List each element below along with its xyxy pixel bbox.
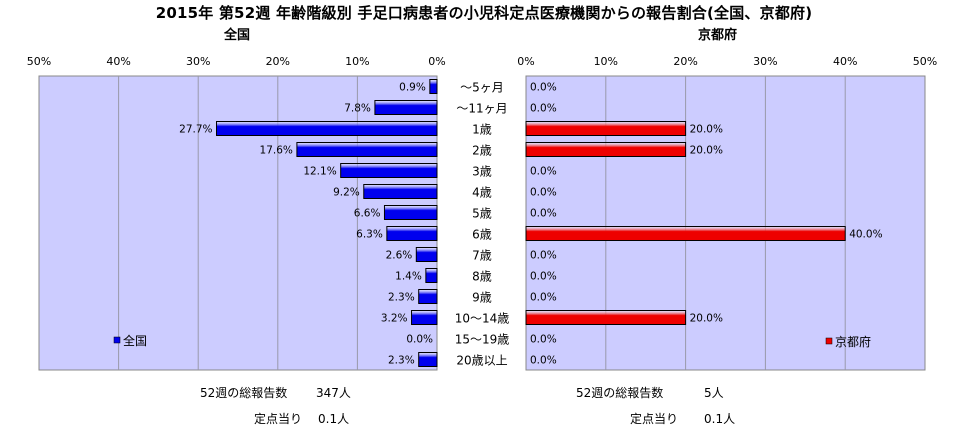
kyoto-tick-label: 40% [833, 55, 857, 68]
national-total-value: 347人 [316, 386, 351, 400]
national-tick-label: 50% [27, 55, 51, 68]
national-bar [411, 310, 438, 325]
kyoto-data-label: 0.0% [530, 103, 557, 115]
national-data-label: 6.6% [354, 208, 381, 220]
kyoto-tick-label: 30% [753, 55, 777, 68]
kyoto-data-label: 0.0% [530, 166, 557, 178]
kyoto-bar [525, 226, 846, 241]
category-label: 9歳 [472, 291, 492, 305]
kyoto-total-value: 5人 [704, 386, 724, 400]
category-label: 4歳 [472, 186, 492, 200]
category-label: 20歳以上 [456, 354, 507, 368]
national-bar [429, 79, 438, 94]
national-bar [418, 352, 438, 367]
national-bar [340, 163, 438, 178]
national-data-label: 17.6% [260, 145, 293, 157]
national-bar [296, 142, 438, 157]
kyoto-data-label: 40.0% [849, 229, 882, 241]
national-data-label: 3.2% [381, 313, 408, 325]
national-legend-label: 全国 [123, 333, 147, 348]
national-bar [374, 100, 438, 115]
category-label: 3歳 [472, 165, 492, 179]
national-tick-label: 30% [186, 55, 210, 68]
kyoto-data-label: 0.0% [530, 187, 557, 199]
category-label: 〜5ヶ月 [460, 81, 504, 95]
kyoto-tick-label: 20% [673, 55, 697, 68]
national-legend-swatch [113, 336, 121, 344]
national-data-label: 2.6% [386, 250, 413, 262]
national-data-label: 0.0% [406, 334, 433, 346]
kyoto-data-label: 0.0% [530, 208, 557, 220]
national-bar [418, 289, 438, 304]
category-label: 7歳 [472, 249, 492, 263]
kyoto-total-label: 52週の総報告数 [576, 386, 664, 400]
category-label: 6歳 [472, 228, 492, 242]
national-bar [363, 184, 438, 199]
national-plot-area [38, 75, 438, 371]
kyoto-data-label: 20.0% [690, 313, 723, 325]
kyoto-bar [525, 142, 687, 157]
national-bar [383, 205, 438, 220]
kyoto-data-label: 0.0% [530, 334, 557, 346]
national-per-site-value: 0.1人 [318, 412, 350, 426]
national-subtitle: 全国 [224, 28, 251, 43]
national-tick-label: 10% [345, 55, 369, 68]
kyoto-bar [525, 310, 687, 325]
kyoto-legend-label: 京都府 [835, 334, 871, 349]
national-data-label: 1.4% [395, 271, 422, 283]
category-label: 15〜19歳 [455, 333, 510, 347]
kyoto-bar [525, 121, 687, 136]
category-label: 8歳 [472, 270, 492, 284]
kyoto-data-label: 20.0% [690, 124, 723, 136]
kyoto-per-site-value: 0.1人 [704, 412, 736, 426]
national-tick-label: 0% [428, 55, 445, 68]
kyoto-data-label: 0.0% [530, 250, 557, 262]
kyoto-tick-label: 0% [517, 55, 534, 68]
national-tick-label: 40% [106, 55, 130, 68]
category-label: 1歳 [472, 123, 492, 137]
chart-title: 2015年 第52週 年齢階級別 手足口病患者の小児科定点医療機関からの報告割合… [155, 4, 813, 22]
kyoto-per-site-label: 定点当り [630, 412, 679, 426]
national-data-label: 12.1% [303, 166, 336, 178]
national-data-label: 6.3% [356, 229, 383, 241]
category-label: 5歳 [472, 207, 492, 221]
national-tick-label: 20% [266, 55, 290, 68]
category-label: 2歳 [472, 144, 492, 158]
kyoto-tick-label: 10% [594, 55, 618, 68]
national-data-label: 0.9% [399, 82, 426, 94]
national-bar [415, 247, 438, 262]
national-bar [216, 121, 438, 136]
kyoto-plot-area [525, 75, 926, 371]
kyoto-data-label: 20.0% [690, 145, 723, 157]
national-bar [386, 226, 438, 241]
kyoto-tick-label: 50% [913, 55, 937, 68]
national-bar [425, 268, 438, 283]
national-data-label: 27.7% [179, 124, 212, 136]
kyoto-data-label: 0.0% [530, 82, 557, 94]
national-per-site-label: 定点当り [254, 412, 303, 426]
kyoto-data-label: 0.0% [530, 355, 557, 367]
category-label: 〜11ヶ月 [456, 102, 507, 116]
category-label: 10〜14歳 [455, 312, 510, 326]
national-data-label: 2.3% [388, 292, 415, 304]
national-total-label: 52週の総報告数 [200, 386, 288, 400]
national-data-label: 9.2% [333, 187, 360, 199]
national-data-label: 2.3% [388, 355, 415, 367]
kyoto-data-label: 0.0% [530, 292, 557, 304]
national-data-label: 7.8% [344, 103, 371, 115]
kyoto-subtitle: 京都府 [698, 28, 738, 43]
kyoto-data-label: 0.0% [530, 271, 557, 283]
kyoto-legend-swatch [825, 337, 833, 345]
